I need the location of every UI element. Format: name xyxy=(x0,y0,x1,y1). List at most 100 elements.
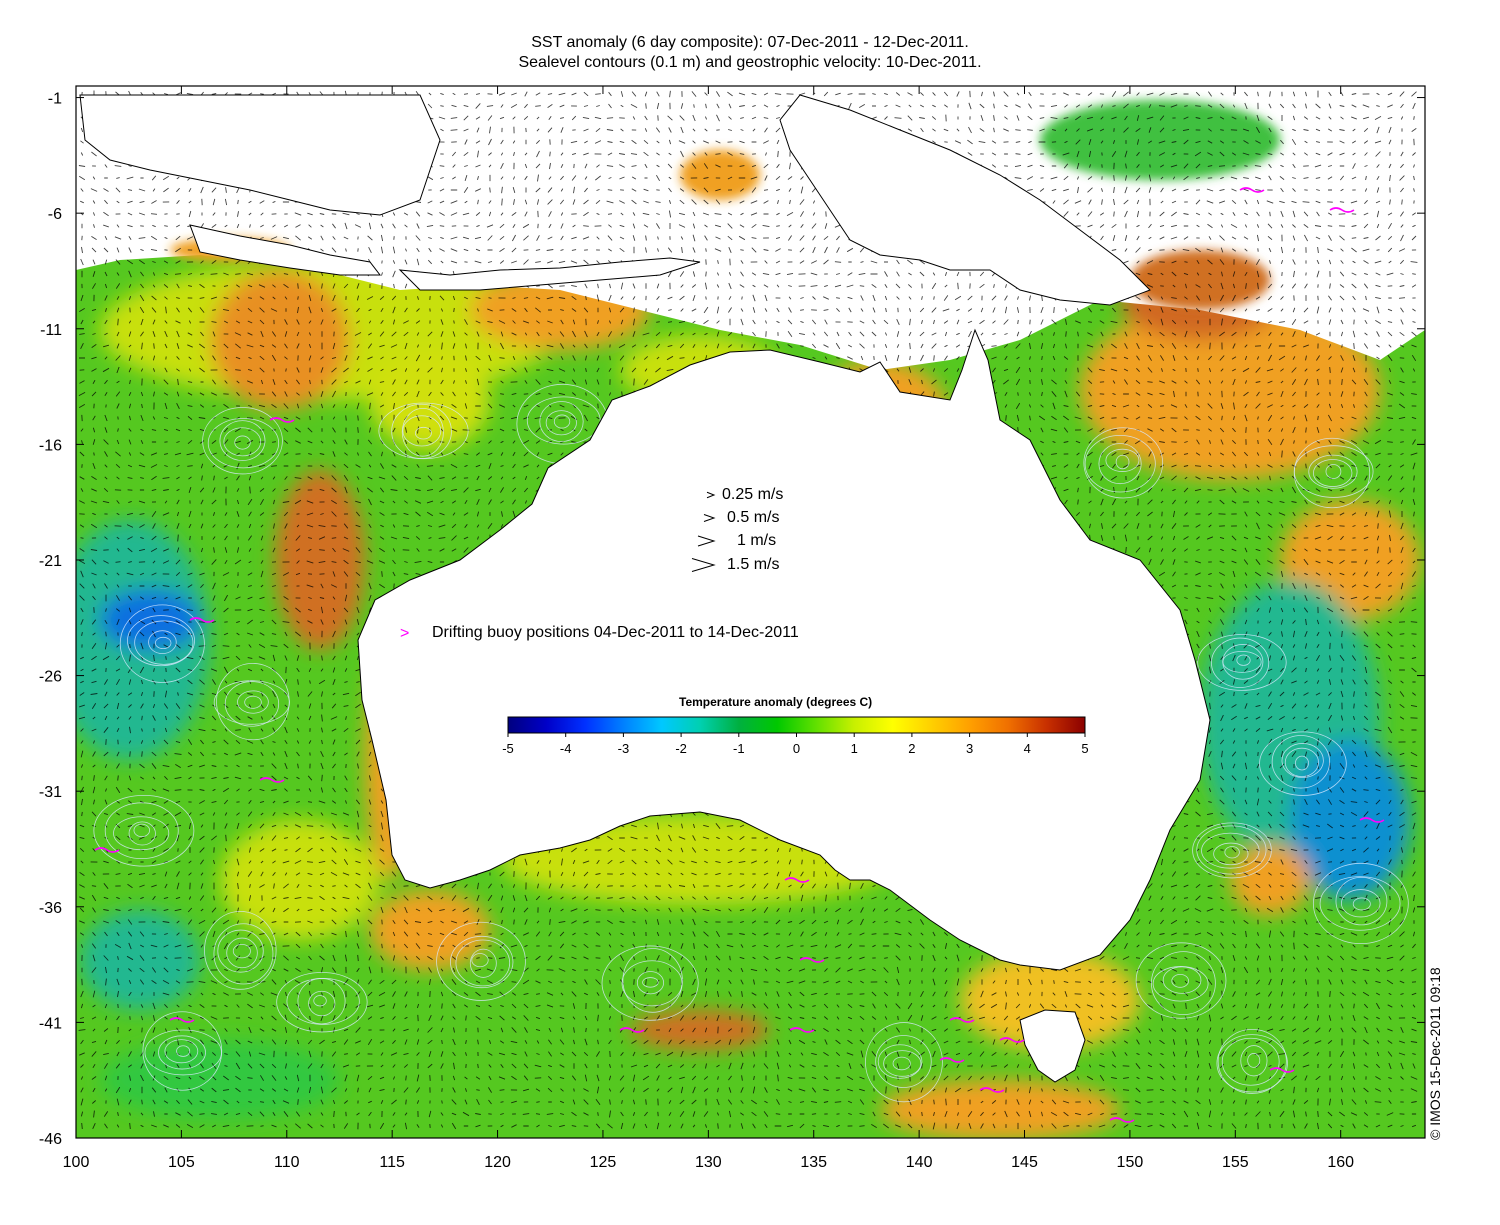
velocity-scale-arrow xyxy=(697,535,716,547)
sealevel-contour xyxy=(1083,427,1164,499)
sealevel-contour xyxy=(553,414,571,429)
anomaly-patches xyxy=(76,260,1420,1138)
sealevel-contour xyxy=(232,943,251,959)
colorbar-tick-label: -4 xyxy=(560,741,572,756)
x-tick-label: 155 xyxy=(1222,1154,1249,1171)
sealevel-contour xyxy=(622,948,683,1013)
sealevel-contour xyxy=(93,794,195,867)
velocity-scale-arrows xyxy=(691,491,716,572)
sealevel-contour xyxy=(119,604,205,683)
landmasses xyxy=(79,94,1211,1083)
sealevel-contour xyxy=(128,821,156,846)
colorbar-title: Temperature anomaly (degrees C) xyxy=(679,695,873,709)
sealevel-contour xyxy=(207,417,280,469)
sealevel-contour xyxy=(202,407,283,475)
velocity-scale-label-1: 0.25 m/s xyxy=(722,486,784,503)
sealevel-contour xyxy=(469,948,497,978)
buoy-track xyxy=(789,1027,815,1033)
sealevel-contour xyxy=(1312,459,1353,487)
sealevel-contour xyxy=(213,923,274,985)
buoy-track xyxy=(799,957,825,963)
sealevel-contour xyxy=(164,1039,199,1064)
sealevel-contour xyxy=(217,929,264,973)
sealevel-contour xyxy=(1308,454,1358,489)
buoy-track xyxy=(1109,1117,1135,1123)
sealevel-contour xyxy=(1151,951,1216,1015)
sealevel-contour xyxy=(226,937,258,969)
sst-field xyxy=(76,86,1425,1138)
sealevel-contour xyxy=(223,427,262,457)
sealevel-contour xyxy=(1281,743,1324,778)
australia-land xyxy=(357,328,1211,971)
sealevel-contour xyxy=(892,1056,911,1071)
sealevel-contour xyxy=(1197,634,1287,691)
sealevel-contour xyxy=(276,972,368,1033)
sealevel-contour xyxy=(1352,897,1371,911)
sealevel-contour xyxy=(601,945,699,1021)
java-land xyxy=(189,224,382,276)
velocity-scale-label-4: 1.5 m/s xyxy=(727,556,780,573)
sealevel-contour xyxy=(1216,1034,1288,1093)
buoy-track xyxy=(269,417,295,423)
sealevel-contour xyxy=(133,823,151,838)
sealevel-contour xyxy=(1201,832,1260,869)
buoy-legend-label: Drifting buoy positions 04-Dec-2011 to 1… xyxy=(432,624,799,641)
sealevel-contour xyxy=(313,995,327,1007)
plot-frame xyxy=(75,85,1426,1139)
drifting-buoys xyxy=(94,187,1385,1123)
y-tick-label: -26 xyxy=(39,669,62,686)
sealevel-contour xyxy=(1284,747,1319,777)
sealevel-contour xyxy=(1213,842,1249,866)
sealevel-contour xyxy=(455,939,511,987)
sealevel-contour xyxy=(204,910,277,990)
buoy-track xyxy=(999,1037,1025,1043)
x-tick-label: 125 xyxy=(590,1154,617,1171)
sealevel-contour xyxy=(450,935,514,989)
colorbar-ticks: -5 -4 -3 -2 -1 0 1 2 3 4 5 xyxy=(502,733,1089,756)
buoy-track xyxy=(784,877,810,883)
buoy-track xyxy=(169,1017,195,1023)
colorbar-gradient xyxy=(507,716,1086,734)
sealevel-contour xyxy=(1340,889,1381,918)
colorbar-tick-label: 1 xyxy=(851,741,858,756)
velocity-scale-arrow xyxy=(703,514,716,522)
sealevel-contour xyxy=(216,662,290,741)
sealevel-contour xyxy=(1211,637,1270,688)
sealevel-contour xyxy=(104,802,179,860)
x-tick-label: 115 xyxy=(379,1154,405,1171)
sealevel-contour xyxy=(401,407,444,457)
sealevel-contour xyxy=(883,1050,922,1077)
buoy-track xyxy=(949,1017,975,1023)
x-axis: 100 105 110 115 120 125 130 135 140 145 150 155 160 xyxy=(63,86,1354,1171)
sealevel-contour xyxy=(877,1044,923,1079)
y-axis: -1-6-11-16-21-26-31-36-41-46 xyxy=(39,91,1425,1148)
y-tick-label: -41 xyxy=(39,1015,62,1032)
sealevel-contour xyxy=(1224,846,1240,859)
velocity-scale-arrow xyxy=(691,558,716,572)
sealevel-contour xyxy=(113,816,170,851)
x-tick-label: 160 xyxy=(1327,1154,1354,1171)
buoy-track xyxy=(1239,187,1265,193)
sealevel-contour xyxy=(244,695,262,709)
sealevel-contour xyxy=(1325,464,1342,479)
sealevel-contour xyxy=(154,636,172,650)
sealevel-contour xyxy=(1196,825,1267,875)
sealevel-contours xyxy=(93,383,1409,1103)
colorbar-tick-label: -2 xyxy=(675,741,687,756)
sealevel-contour xyxy=(1222,644,1264,680)
colorbar-tick-label: -5 xyxy=(502,741,514,756)
x-tick-label: 145 xyxy=(1011,1154,1038,1171)
buoy-track xyxy=(979,1087,1005,1093)
y-tick-label: -21 xyxy=(39,553,62,570)
x-tick-label: 135 xyxy=(800,1154,827,1171)
colorbar-tick-label: 0 xyxy=(793,741,800,756)
sealevel-contour xyxy=(378,402,469,460)
x-tick-label: 130 xyxy=(695,1154,722,1171)
sealevel-contour xyxy=(471,953,489,968)
imos-credit: © IMOS 15-Dec-2011 09:18 xyxy=(1427,967,1443,1140)
sealevel-contour xyxy=(1098,443,1142,485)
sealevel-contour xyxy=(1152,966,1209,1002)
buoy-track xyxy=(189,617,215,623)
sealevel-contour xyxy=(414,426,432,440)
